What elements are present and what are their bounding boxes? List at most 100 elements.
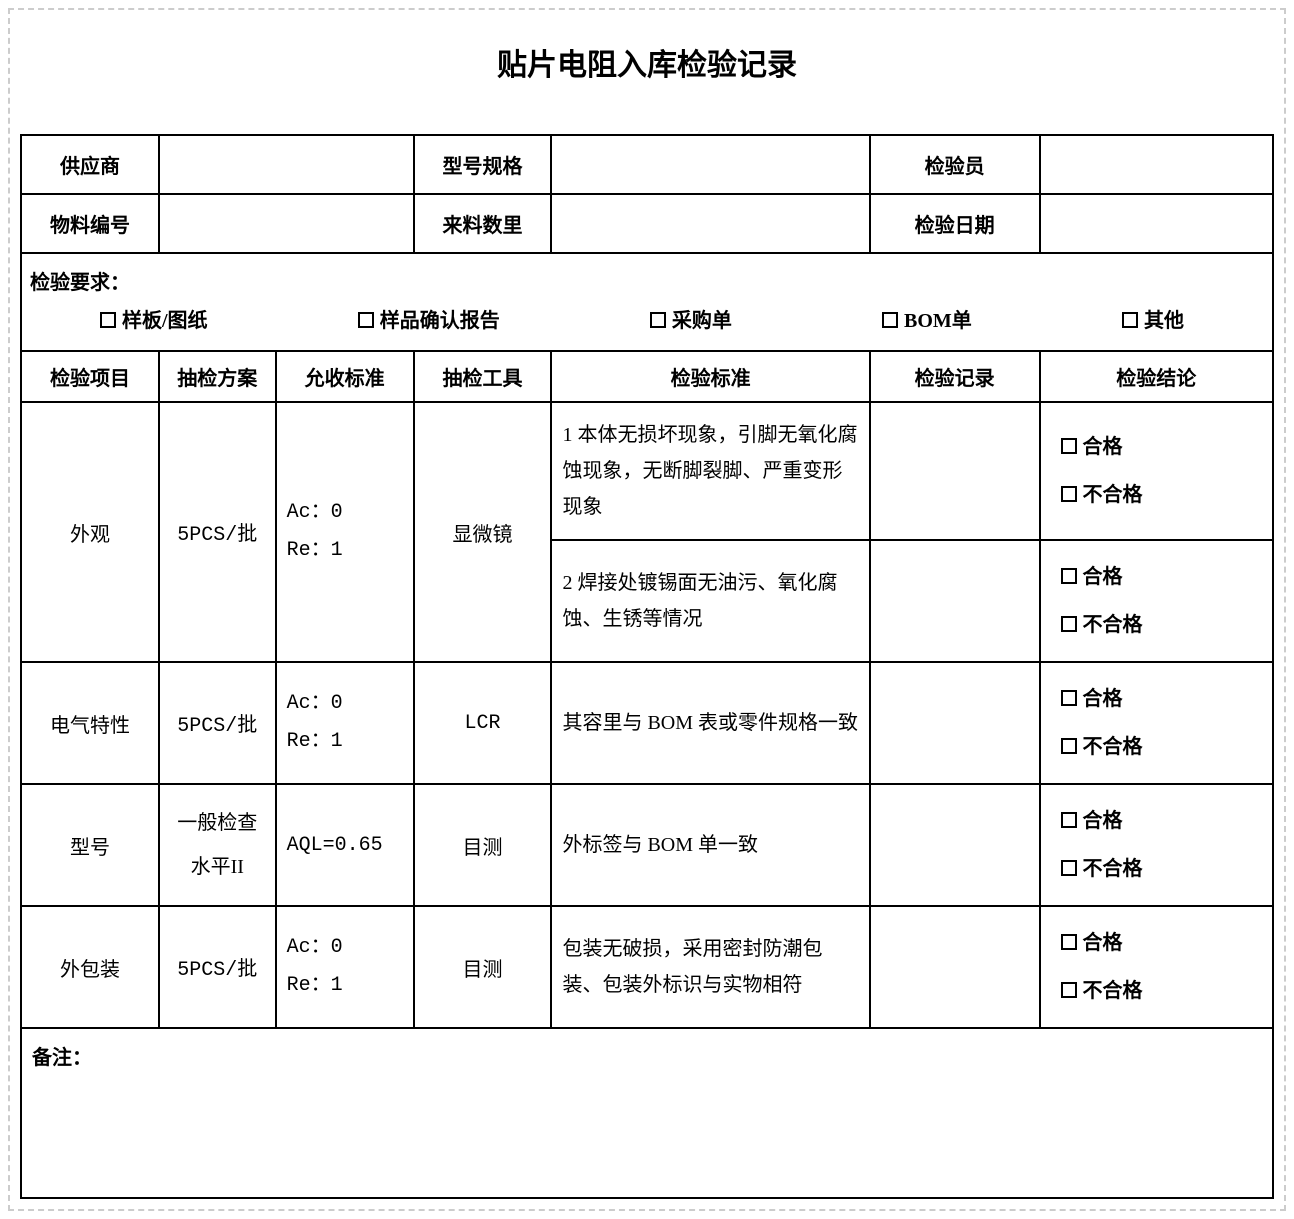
checkbox-icon — [1061, 616, 1077, 632]
tool-appearance: 显微镜 — [414, 402, 552, 662]
inspect-date-label: 检验日期 — [870, 194, 1040, 253]
col-conclusion: 检验结论 — [1040, 351, 1273, 402]
pass-label: 合格 — [1083, 688, 1123, 710]
req-option-bom[interactable]: BOM单 — [882, 302, 972, 340]
acceptance-packaging: Ac：0 Re：1 — [276, 906, 414, 1028]
acceptance-ac: Ac：0 — [287, 929, 403, 967]
checkbox-icon — [1061, 860, 1077, 876]
requirements-row: 检验要求： 样板/图纸 样品确认报告 采购单 BOM单 其他 — [21, 253, 1273, 351]
checkbox-icon — [1061, 690, 1077, 706]
data-row-model: 型号 一般检查 水平II AQL=0.65 目测 外标签与 BOM 单一致 合格… — [21, 784, 1273, 906]
plan-packaging: 5PCS/批 — [159, 906, 276, 1028]
req-option-label: 采购单 — [672, 310, 732, 332]
checkbox-icon — [1061, 438, 1077, 454]
conclusion-appearance-1[interactable]: 合格 不合格 — [1040, 402, 1273, 540]
conclusion-model[interactable]: 合格 不合格 — [1040, 784, 1273, 906]
header-row-2: 物料编号 来料数里 检验日期 — [21, 194, 1273, 253]
conclusion-packaging[interactable]: 合格 不合格 — [1040, 906, 1273, 1028]
record-appearance-1[interactable] — [870, 402, 1040, 540]
checkbox-icon — [1061, 934, 1077, 950]
standard-electrical: 其容里与 BOM 表或零件规格一致 — [551, 662, 869, 784]
standard-appearance-1: 1 本体无损坏现象，引脚无氧化腐蚀现象，无断脚裂脚、严重变形现象 — [551, 402, 869, 540]
incoming-qty-value[interactable] — [551, 194, 869, 253]
fail-label: 不合格 — [1083, 736, 1143, 758]
record-packaging[interactable] — [870, 906, 1040, 1028]
pass-label: 合格 — [1083, 436, 1123, 458]
model-spec-value[interactable] — [551, 135, 869, 194]
item-packaging: 外包装 — [21, 906, 159, 1028]
standard-packaging: 包装无破损，采用密封防潮包装、包装外标识与实物相符 — [551, 906, 869, 1028]
req-option-sample-report[interactable]: 样品确认报告 — [358, 302, 500, 340]
checkbox-icon — [1061, 738, 1077, 754]
checkbox-icon — [650, 312, 666, 328]
col-acceptance: 允收标准 — [276, 351, 414, 402]
remarks-cell[interactable]: 备注： — [21, 1028, 1273, 1198]
plan-electrical: 5PCS/批 — [159, 662, 276, 784]
fail-label: 不合格 — [1083, 980, 1143, 1002]
acceptance-re: Re：1 — [287, 532, 403, 570]
req-option-label: 样品确认报告 — [380, 310, 500, 332]
req-option-label: 其他 — [1144, 310, 1184, 332]
col-record: 检验记录 — [870, 351, 1040, 402]
item-model: 型号 — [21, 784, 159, 906]
col-standard: 检验标准 — [551, 351, 869, 402]
record-model[interactable] — [870, 784, 1040, 906]
req-option-other[interactable]: 其他 — [1122, 302, 1184, 340]
data-row-appearance-1: 外观 5PCS/批 Ac：0 Re：1 显微镜 1 本体无损坏现象，引脚无氧化腐… — [21, 402, 1273, 540]
req-option-label: BOM单 — [904, 310, 972, 332]
req-option-template[interactable]: 样板/图纸 — [100, 302, 208, 340]
conclusion-electrical[interactable]: 合格 不合格 — [1040, 662, 1273, 784]
acceptance-ac: Ac：0 — [287, 494, 403, 532]
requirements-label: 检验要求： — [30, 264, 1264, 302]
tool-model: 目测 — [414, 784, 552, 906]
acceptance-model: AQL=0.65 — [276, 784, 414, 906]
remarks-label: 备注： — [32, 1047, 92, 1069]
col-sampling-plan: 抽检方案 — [159, 351, 276, 402]
plan-appearance: 5PCS/批 — [159, 402, 276, 662]
checkbox-icon — [1061, 568, 1077, 584]
header-row-1: 供应商 型号规格 检验员 — [21, 135, 1273, 194]
checkbox-icon — [100, 312, 116, 328]
item-appearance: 外观 — [21, 402, 159, 662]
plan-model: 一般检查 水平II — [159, 784, 276, 906]
conclusion-appearance-2[interactable]: 合格 不合格 — [1040, 540, 1273, 662]
checkbox-icon — [882, 312, 898, 328]
material-no-label: 物料编号 — [21, 194, 159, 253]
req-option-label: 样板/图纸 — [122, 310, 208, 332]
plan-model-l2: 水平II — [166, 845, 269, 889]
record-electrical[interactable] — [870, 662, 1040, 784]
inspect-date-value[interactable] — [1040, 194, 1273, 253]
form-container: 贴片电阻入库检验记录 供应商 型号规格 检验员 物料编号 来料数里 检验日期 检… — [8, 8, 1286, 1211]
checkbox-icon — [1061, 812, 1077, 828]
tool-packaging: 目测 — [414, 906, 552, 1028]
remarks-row: 备注： — [21, 1028, 1273, 1198]
pass-label: 合格 — [1083, 566, 1123, 588]
plan-model-l1: 一般检查 — [166, 801, 269, 845]
supplier-value[interactable] — [159, 135, 414, 194]
standard-appearance-2: 2 焊接处镀锡面无油污、氧化腐蚀、生锈等情况 — [551, 540, 869, 662]
checkbox-icon — [1061, 982, 1077, 998]
checkbox-icon — [358, 312, 374, 328]
record-appearance-2[interactable] — [870, 540, 1040, 662]
tool-electrical: LCR — [414, 662, 552, 784]
material-no-value[interactable] — [159, 194, 414, 253]
standard-model: 外标签与 BOM 单一致 — [551, 784, 869, 906]
col-inspect-item: 检验项目 — [21, 351, 159, 402]
fail-label: 不合格 — [1083, 858, 1143, 880]
acceptance-re: Re：1 — [287, 723, 403, 761]
pass-label: 合格 — [1083, 932, 1123, 954]
fail-label: 不合格 — [1083, 484, 1143, 506]
checkbox-icon — [1122, 312, 1138, 328]
acceptance-re: Re：1 — [287, 967, 403, 1005]
column-header-row: 检验项目 抽检方案 允收标准 抽检工具 检验标准 检验记录 检验结论 — [21, 351, 1273, 402]
supplier-label: 供应商 — [21, 135, 159, 194]
item-electrical: 电气特性 — [21, 662, 159, 784]
req-option-po[interactable]: 采购单 — [650, 302, 732, 340]
data-row-electrical: 电气特性 5PCS/批 Ac：0 Re：1 LCR 其容里与 BOM 表或零件规… — [21, 662, 1273, 784]
acceptance-ac: Ac：0 — [287, 685, 403, 723]
incoming-qty-label: 来料数里 — [414, 194, 552, 253]
form-title: 贴片电阻入库检验记录 — [20, 20, 1274, 134]
fail-label: 不合格 — [1083, 614, 1143, 636]
inspector-value[interactable] — [1040, 135, 1273, 194]
acceptance-electrical: Ac：0 Re：1 — [276, 662, 414, 784]
